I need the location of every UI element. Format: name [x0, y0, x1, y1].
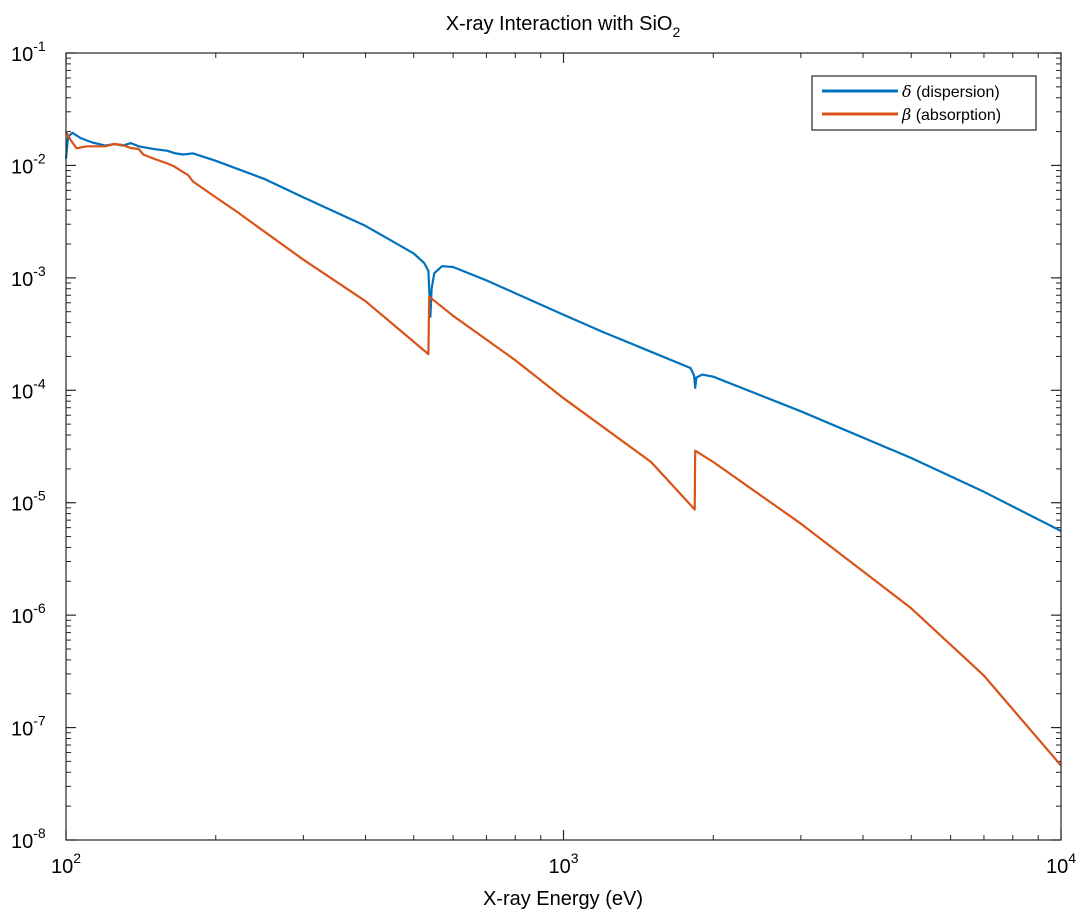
- y-tick-exponent: -4: [33, 375, 46, 391]
- y-tick-exponent: -5: [33, 488, 46, 504]
- y-tick-base: 10: [11, 719, 33, 741]
- x-tick-exponent: 4: [1068, 850, 1076, 866]
- series-layer: [64, 131, 1062, 767]
- x-tick-label: 102: [51, 850, 81, 878]
- y-tick-exponent: -6: [33, 600, 46, 616]
- plot-background: [66, 53, 1061, 840]
- legend-symbol-dispersion: δ: [902, 82, 912, 101]
- y-tick-label: 10-2: [11, 150, 46, 178]
- chart-title-subscript: 2: [672, 24, 680, 40]
- y-tick-base: 10: [11, 44, 33, 66]
- legend-symbol-absorption: β: [901, 105, 911, 124]
- y-tick-label: 10-6: [11, 600, 46, 628]
- x-axis-label: X-ray Energy (eV): [483, 888, 643, 910]
- y-tick-exponent: -2: [33, 150, 46, 166]
- y-tick-label: 10-1: [11, 38, 46, 66]
- plot-frame: [65, 52, 1062, 841]
- x-tick-base: 10: [1046, 856, 1068, 878]
- y-tick-base: 10: [11, 831, 33, 853]
- y-tick-label: 10-4: [11, 375, 46, 403]
- y-tick-label: 10-5: [11, 488, 46, 516]
- x-tick-exponent: 2: [73, 850, 81, 866]
- minor-ticks: [66, 53, 1061, 840]
- y-tick-label: 10-3: [11, 263, 46, 291]
- legend: δ (dispersion) β (absorption): [811, 75, 1037, 131]
- y-tick-exponent: -1: [33, 38, 46, 54]
- y-tick-exponent: -7: [33, 713, 46, 729]
- y-tick-exponent: -3: [33, 263, 46, 279]
- y-tick-label: 10-8: [11, 825, 46, 853]
- x-tick-labels: 102 103 104: [51, 850, 1076, 878]
- y-tick-base: 10: [11, 156, 33, 178]
- legend-text-dispersion: (dispersion): [912, 84, 1000, 101]
- y-tick-exponent: -8: [33, 825, 46, 841]
- x-tick-exponent: 3: [571, 850, 579, 866]
- x-tick-base: 10: [51, 856, 73, 878]
- y-tick-base: 10: [11, 269, 33, 291]
- legend-label-dispersion: δ (dispersion): [902, 82, 1000, 101]
- y-tick-labels: 10-810-710-610-510-410-310-210-1: [11, 38, 46, 853]
- x-tick-label: 104: [1046, 850, 1076, 878]
- legend-box: [811, 75, 1037, 131]
- y-tick-label: 10-7: [11, 713, 46, 741]
- legend-label-absorption: β (absorption): [901, 105, 1001, 124]
- y-tick-base: 10: [11, 494, 33, 516]
- x-tick-base: 10: [548, 856, 570, 878]
- chart-title-text: X-ray Interaction with SiO: [446, 13, 673, 35]
- legend-text-absorption: (absorption): [911, 107, 1001, 124]
- series-line-absorption: [65, 131, 1062, 767]
- y-tick-base: 10: [11, 381, 33, 403]
- y-tick-base: 10: [11, 606, 33, 628]
- chart-title: X-ray Interaction with SiO2: [446, 13, 681, 40]
- x-tick-label: 103: [548, 850, 578, 878]
